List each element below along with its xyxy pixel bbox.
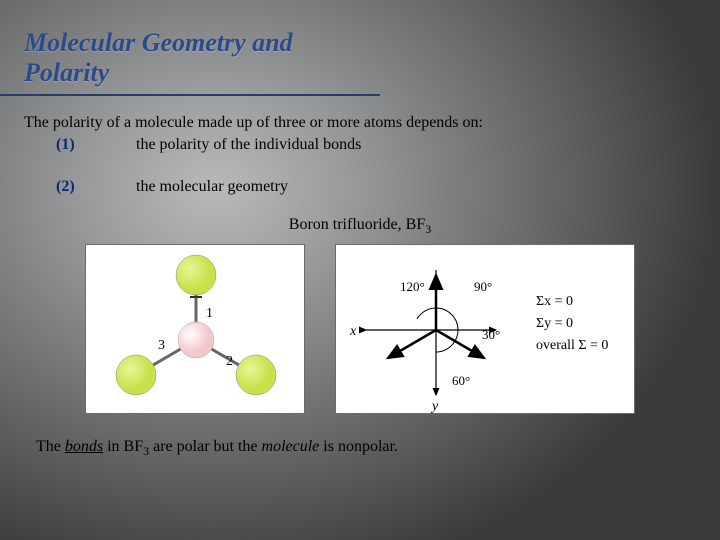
- svg-text:3: 3: [158, 338, 165, 353]
- svg-text:30°: 30°: [482, 327, 500, 342]
- svg-text:Σx = 0: Σx = 0: [536, 294, 573, 309]
- item-number: (1): [56, 136, 136, 154]
- figure-container: 1 2 3 120° 90° 30° 60° x y Σx = 0 Σy = 0 overall Σ…: [90, 244, 630, 414]
- item-text: the polarity of the individual bonds: [136, 136, 361, 154]
- svg-text:120°: 120°: [400, 279, 425, 294]
- svg-text:y: y: [430, 399, 439, 414]
- molecule-diagram: 1 2 3: [85, 244, 305, 414]
- item-number: (2): [56, 178, 136, 196]
- conclusion-text: The bonds in BF3 are polar but the molec…: [0, 414, 720, 459]
- vector-diagram: 120° 90° 30° 60° x y Σx = 0 Σy = 0 overall Σ = 0: [335, 244, 635, 414]
- page-title: Molecular Geometry and Polarity: [0, 0, 380, 96]
- svg-text:2: 2: [226, 354, 233, 369]
- svg-text:1: 1: [206, 306, 213, 321]
- list-item: (2) the molecular geometry: [56, 178, 720, 196]
- svg-text:Σy = 0: Σy = 0: [536, 316, 573, 331]
- item-text: the molecular geometry: [136, 178, 288, 196]
- list-item: (1) the polarity of the individual bonds: [56, 136, 720, 154]
- intro-text: The polarity of a molecule made up of th…: [0, 112, 720, 134]
- svg-text:60°: 60°: [452, 373, 470, 388]
- svg-text:90°: 90°: [474, 279, 492, 294]
- svg-text:overall Σ = 0: overall Σ = 0: [536, 338, 608, 353]
- svg-text:x: x: [349, 324, 357, 339]
- figure-title: Boron trifluoride, BF3: [0, 216, 720, 237]
